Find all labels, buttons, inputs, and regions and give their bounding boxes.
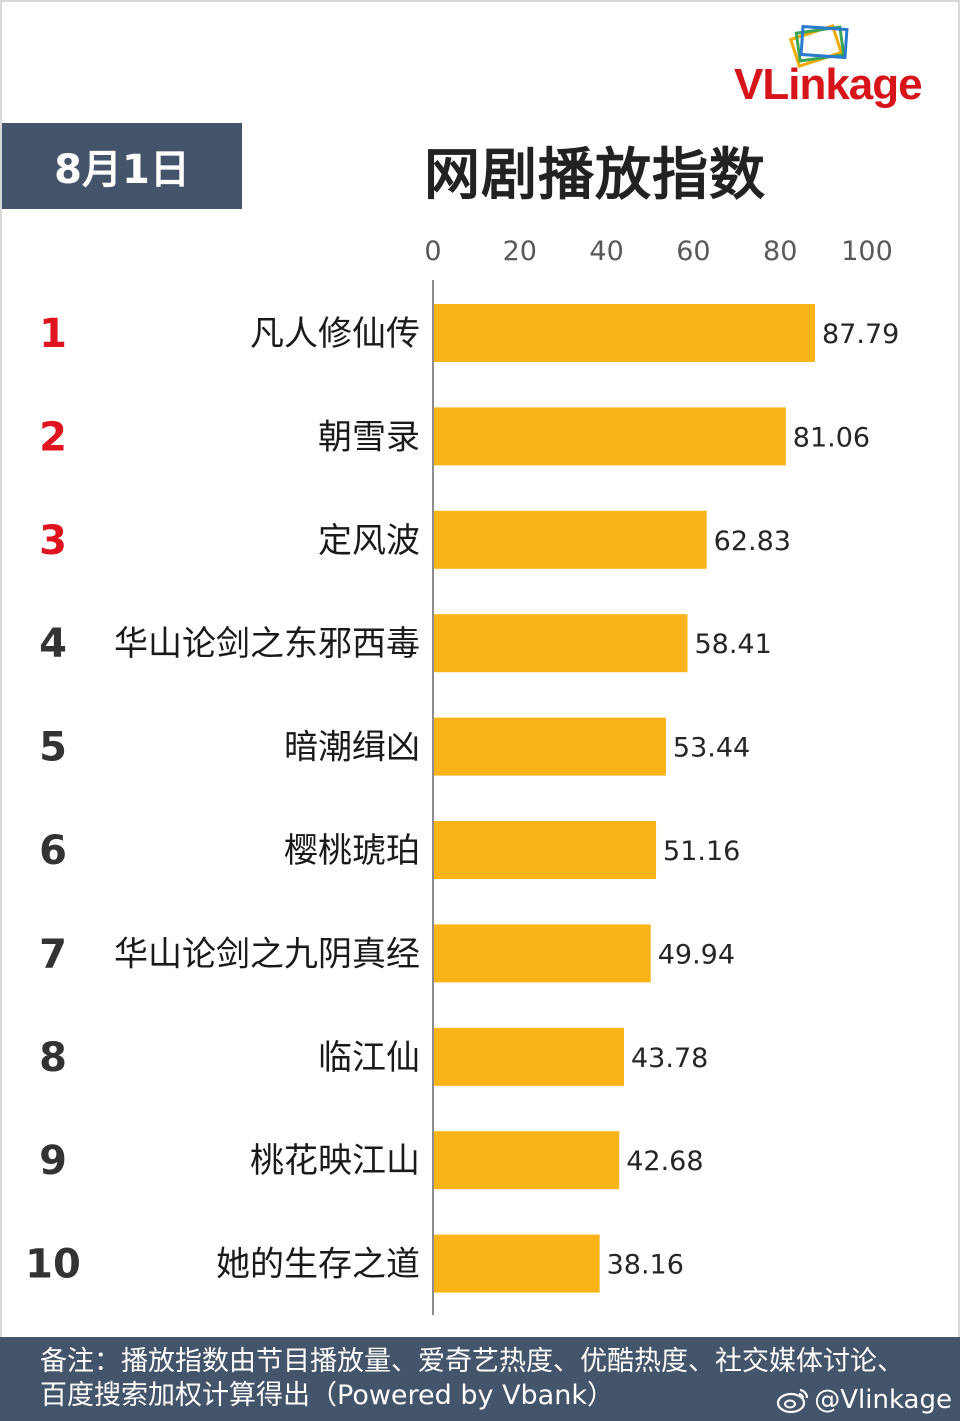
bar (434, 1027, 625, 1086)
rank-label: 2 (39, 414, 67, 460)
rank-label: 6 (39, 828, 67, 874)
data-label: 43.78 (631, 1043, 708, 1074)
logo-wordmark: VLinkage (734, 60, 923, 109)
logo-cards-icon (788, 23, 849, 68)
rank-label: 8 (39, 1035, 67, 1081)
category-label: 华山论剑之九阴真经 (114, 934, 420, 974)
data-label: 51.16 (663, 836, 740, 867)
footer-banner: 备注：播放指数由节目播放量、爱奇艺热度、优酷热度、社交媒体讨论、百度搜索加权计算… (0, 1337, 960, 1421)
chart-title: 网剧播放指数 (424, 143, 766, 208)
rank-label: 9 (39, 1138, 67, 1184)
bar (434, 614, 688, 673)
bar (434, 821, 657, 879)
x-tick-label: 100 (841, 236, 893, 267)
category-label: 她的生存之道 (216, 1245, 420, 1285)
category-label: 桃花映江山 (250, 1141, 420, 1181)
bar (434, 717, 666, 776)
category-label: 朝雪录 (318, 417, 420, 457)
category-label: 暗潮缉凶 (284, 728, 420, 768)
x-tick-label: 40 (589, 236, 623, 267)
x-tick-label: 0 (424, 236, 441, 267)
data-label: 53.44 (673, 733, 750, 764)
rank-label: 3 (39, 518, 67, 564)
rank-label: 10 (25, 1242, 81, 1288)
rank-label: 4 (39, 621, 67, 667)
rank-label: 7 (39, 931, 67, 977)
category-label: 凡人修仙传 (250, 314, 420, 354)
rank-label: 1 (39, 311, 67, 357)
weibo-watermark: @Vlinkage (776, 1385, 952, 1415)
category-label: 定风波 (318, 521, 420, 561)
vlinkage-logo: VLinkage (730, 18, 955, 109)
rank-label: 5 (39, 725, 67, 771)
data-label: 87.79 (822, 319, 899, 350)
data-label: 38.16 (607, 1250, 684, 1281)
x-tick-label: 20 (503, 236, 537, 267)
data-label: 58.41 (694, 629, 771, 660)
x-tick-label: 60 (676, 236, 710, 267)
bar (434, 304, 816, 362)
footnote-text: 备注：播放指数由节目播放量、爱奇艺热度、优酷热度、社交媒体讨论、百度搜索加权计算… (40, 1346, 904, 1411)
bar-chart: 0 20 40 60 80 100 1 凡人修仙传 87.79 2 朝雪录 81.06 3 定风波 62.8… (25, 236, 899, 1315)
data-label: 42.68 (626, 1146, 703, 1177)
category-label: 临江仙 (318, 1038, 420, 1078)
watermark-text: @Vlinkage (814, 1385, 952, 1415)
category-label: 华山论剑之东邪西毒 (114, 624, 420, 664)
category-label: 樱桃琥珀 (284, 831, 420, 871)
data-label: 81.06 (793, 422, 870, 453)
data-label: 62.83 (714, 526, 791, 557)
bar (434, 510, 707, 569)
data-label: 49.94 (658, 939, 735, 970)
bar (434, 1234, 600, 1293)
date-label: 8月1日 (2, 123, 242, 209)
weibo-icon (777, 1388, 809, 1414)
bar (434, 407, 786, 466)
bar (434, 1131, 620, 1190)
bar (434, 924, 651, 983)
x-tick-label: 80 (763, 236, 797, 267)
